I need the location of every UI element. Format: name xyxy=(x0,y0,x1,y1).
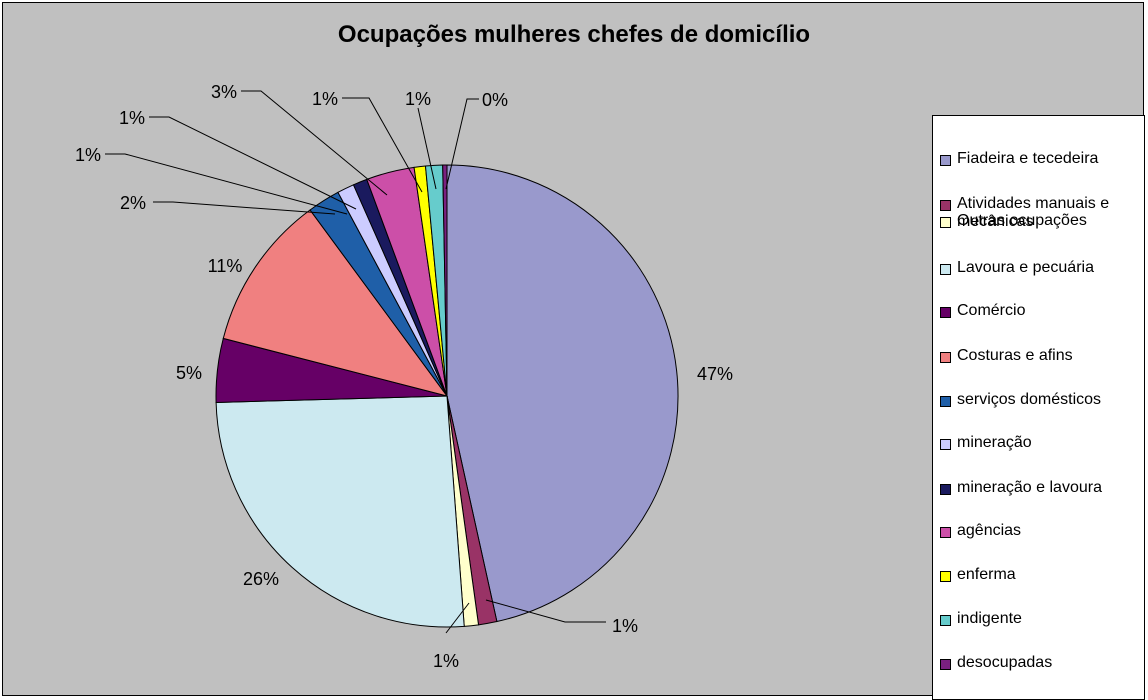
legend-swatch-2 xyxy=(940,217,951,228)
legend-swatch-0 xyxy=(940,155,951,166)
legend-item-1: Atividades manuais e mecânicas xyxy=(940,195,1142,231)
slice-value-label-3: 26% xyxy=(243,569,279,589)
legend-item-2: Outras ocupações xyxy=(940,212,1142,230)
legend-item-9: agências xyxy=(940,522,1142,540)
slice-value-label-7: 1% xyxy=(75,145,101,165)
legend-item-4: Comércio xyxy=(940,302,1142,320)
legend-label-7: mineração xyxy=(957,434,1032,451)
legend-swatch-8 xyxy=(940,484,951,495)
pie-slice-5 xyxy=(222,209,449,397)
legend-swatch-3 xyxy=(940,264,951,275)
legend-label-1: Atividades manuais e mecânicas xyxy=(957,195,1110,230)
pie-slice-0 xyxy=(446,164,679,623)
legend-item-10: enferma xyxy=(940,566,1142,584)
legend-label-12: desocupadas xyxy=(957,654,1053,671)
slice-value-label-4: 5% xyxy=(176,363,202,383)
leader-line-7 xyxy=(105,153,348,215)
legend-swatch-1 xyxy=(940,200,951,211)
slice-value-label-11: 1% xyxy=(405,89,431,109)
slice-value-label-1: 1% xyxy=(612,616,638,636)
legend-label-6: serviços domésticos xyxy=(957,391,1102,408)
slice-value-label-5: 11% xyxy=(208,256,243,276)
legend-label-3: Lavoura e pecuária xyxy=(957,259,1094,276)
leader-line-9 xyxy=(241,90,388,196)
legend-item-0: Fiadeira e tecedeira xyxy=(940,150,1142,168)
legend-item-3: Lavoura e pecuária xyxy=(940,259,1142,277)
leader-line-2 xyxy=(445,602,470,634)
leader-line-10 xyxy=(342,97,423,193)
legend-label-9: agências xyxy=(957,522,1022,539)
slice-value-label-2: 1% xyxy=(433,651,459,671)
leader-line-11 xyxy=(417,107,437,190)
legend-swatch-11 xyxy=(940,615,951,626)
legend: Fiadeira e tecedeira Atividades manuais e… xyxy=(932,115,1145,700)
legend-item-6: serviços domésticos xyxy=(940,391,1142,409)
legend-swatch-10 xyxy=(940,571,951,582)
leader-line-12 xyxy=(445,98,479,190)
legend-label-2: Outras ocupações xyxy=(957,212,1087,229)
slice-value-label-12: 0% xyxy=(482,90,508,110)
leader-line-8 xyxy=(149,116,357,210)
legend-item-5: Costuras e afins xyxy=(940,347,1142,365)
slice-value-label-10: 1% xyxy=(312,89,338,109)
leader-line-1 xyxy=(485,599,606,623)
leader-line-6 xyxy=(153,201,336,215)
legend-swatch-4 xyxy=(940,307,951,318)
slice-value-label-9: 3% xyxy=(211,82,237,102)
slice-value-label-6: 2% xyxy=(120,193,146,213)
legend-swatch-12 xyxy=(940,659,951,670)
legend-swatch-5 xyxy=(940,352,951,363)
pie-slice-3 xyxy=(215,395,465,628)
pie-chart: 47% 1% 1% 26% 5% 11% 2% 1% 1% 3% 1% 1% 0% xyxy=(75,82,733,671)
legend-swatch-7 xyxy=(940,439,951,450)
legend-swatch-9 xyxy=(940,527,951,538)
slice-value-label-8: 1% xyxy=(119,108,145,128)
legend-label-11: indigente xyxy=(957,610,1022,627)
chart-title: Ocupações mulheres chefes de domicílio xyxy=(337,21,811,48)
pie-slice-12 xyxy=(442,164,448,397)
legend-swatch-6 xyxy=(940,396,951,407)
legend-item-8: mineração e lavoura xyxy=(940,479,1142,497)
legend-label-0: Fiadeira e tecedeira xyxy=(957,150,1099,167)
slice-value-label-0: 47% xyxy=(697,364,733,384)
legend-label-10: enferma xyxy=(957,566,1016,583)
legend-label-8: mineração e lavoura xyxy=(957,479,1102,496)
legend-item-11: indigente xyxy=(940,610,1142,628)
legend-label-4: Comércio xyxy=(957,302,1026,319)
legend-item-7: mineração xyxy=(940,434,1142,452)
legend-item-12: desocupadas xyxy=(940,654,1142,672)
legend-label-5: Costuras e afins xyxy=(957,347,1073,364)
